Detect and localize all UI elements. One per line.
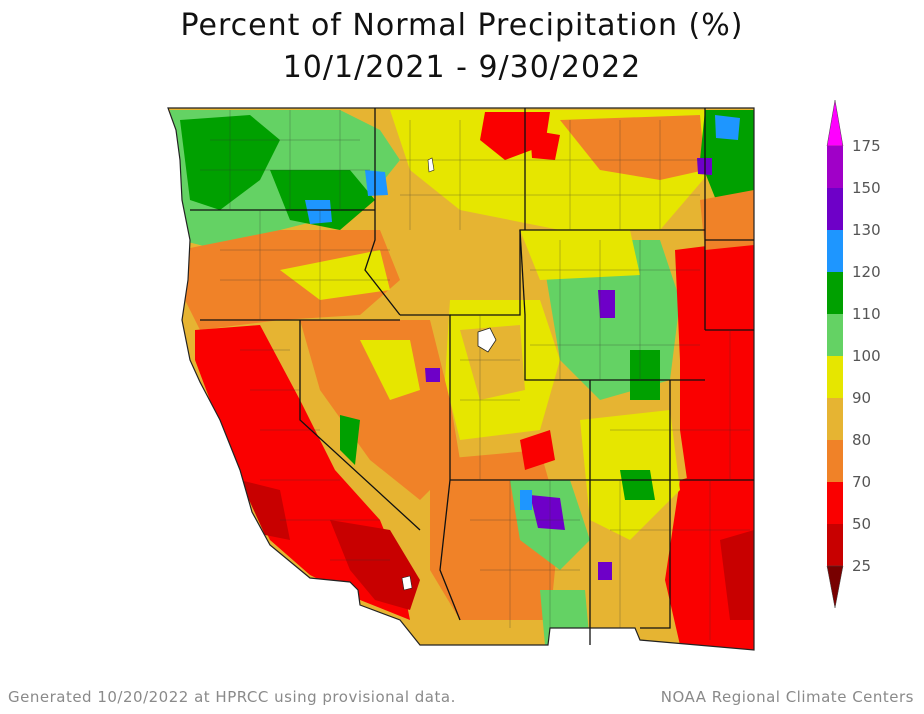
legend-swatch xyxy=(827,230,843,272)
region-mt-orange xyxy=(560,115,705,180)
legend-label: 110 xyxy=(852,305,881,323)
legend-label: 120 xyxy=(852,263,881,281)
region-mt-red2 xyxy=(530,130,560,160)
legend-swatch xyxy=(827,146,843,188)
region-ne-mt-blue xyxy=(715,115,740,140)
region-az-blue xyxy=(520,490,532,510)
legend-swatch xyxy=(827,524,843,566)
region-ne-mt-green xyxy=(700,110,754,210)
legend-label: 80 xyxy=(852,431,871,449)
region-nv-green xyxy=(340,415,360,465)
state-boundaries xyxy=(190,108,754,645)
region-co-purple xyxy=(598,290,615,318)
legend-swatch xyxy=(827,398,843,440)
legend-swatch xyxy=(827,482,843,524)
region-nv-yellow xyxy=(360,340,420,400)
region-nm-green xyxy=(620,470,655,500)
legend-bottom-arrow xyxy=(826,565,844,609)
generated-note: Generated 10/20/2022 at HPRCC using prov… xyxy=(8,688,456,706)
county-lines xyxy=(200,110,750,640)
region-plains-red xyxy=(675,240,754,520)
legend-swatch xyxy=(827,356,843,398)
salton-sea xyxy=(401,575,413,591)
color-legend: 175 150 130 120 110 100 90 80 70 50 25 xyxy=(826,100,881,609)
legend-swatch xyxy=(827,272,843,314)
legend-swatch xyxy=(827,440,843,482)
region-se-az-green xyxy=(540,590,590,645)
legend-label: 130 xyxy=(852,221,881,239)
region-nm-purple xyxy=(598,562,612,580)
region-ca-darkred xyxy=(330,520,420,610)
legend-label: 25 xyxy=(852,557,871,575)
region-az-purple xyxy=(530,495,565,530)
flathead-lake xyxy=(427,157,435,173)
legend-label: 50 xyxy=(852,515,871,533)
region-az-red xyxy=(520,430,555,470)
legend-label: 175 xyxy=(852,137,881,155)
region-wy-yellow xyxy=(520,230,640,280)
legend-top-arrow xyxy=(826,100,844,147)
region-tx-darkred xyxy=(720,530,754,620)
legend-label: 70 xyxy=(852,473,871,491)
region-nv-orange xyxy=(300,320,460,500)
precipitation-map xyxy=(167,107,755,651)
region-plains-orange xyxy=(700,190,754,250)
legend-label: 100 xyxy=(852,347,881,365)
legend-label: 150 xyxy=(852,179,881,197)
region-wa-blue xyxy=(305,200,332,224)
map-title: Percent of Normal Precipitation (%) xyxy=(180,8,744,43)
region-ut-tan xyxy=(460,325,525,400)
date-range: 10/1/2021 - 9/30/2022 xyxy=(282,50,642,85)
coastline xyxy=(167,107,755,651)
legend-swatch xyxy=(827,188,843,230)
region-id-blue xyxy=(365,170,388,196)
legend-label: 90 xyxy=(852,389,871,407)
legend-color-bar xyxy=(826,100,844,609)
great-salt-lake xyxy=(477,327,497,353)
region-ca-darkred2 xyxy=(240,480,290,540)
region-or-yellow xyxy=(280,250,390,300)
legend-swatch xyxy=(827,314,843,356)
region-nv-purple xyxy=(425,368,440,382)
region-co-darkgreen xyxy=(630,350,660,400)
source-credit: NOAA Regional Climate Centers xyxy=(660,688,914,706)
